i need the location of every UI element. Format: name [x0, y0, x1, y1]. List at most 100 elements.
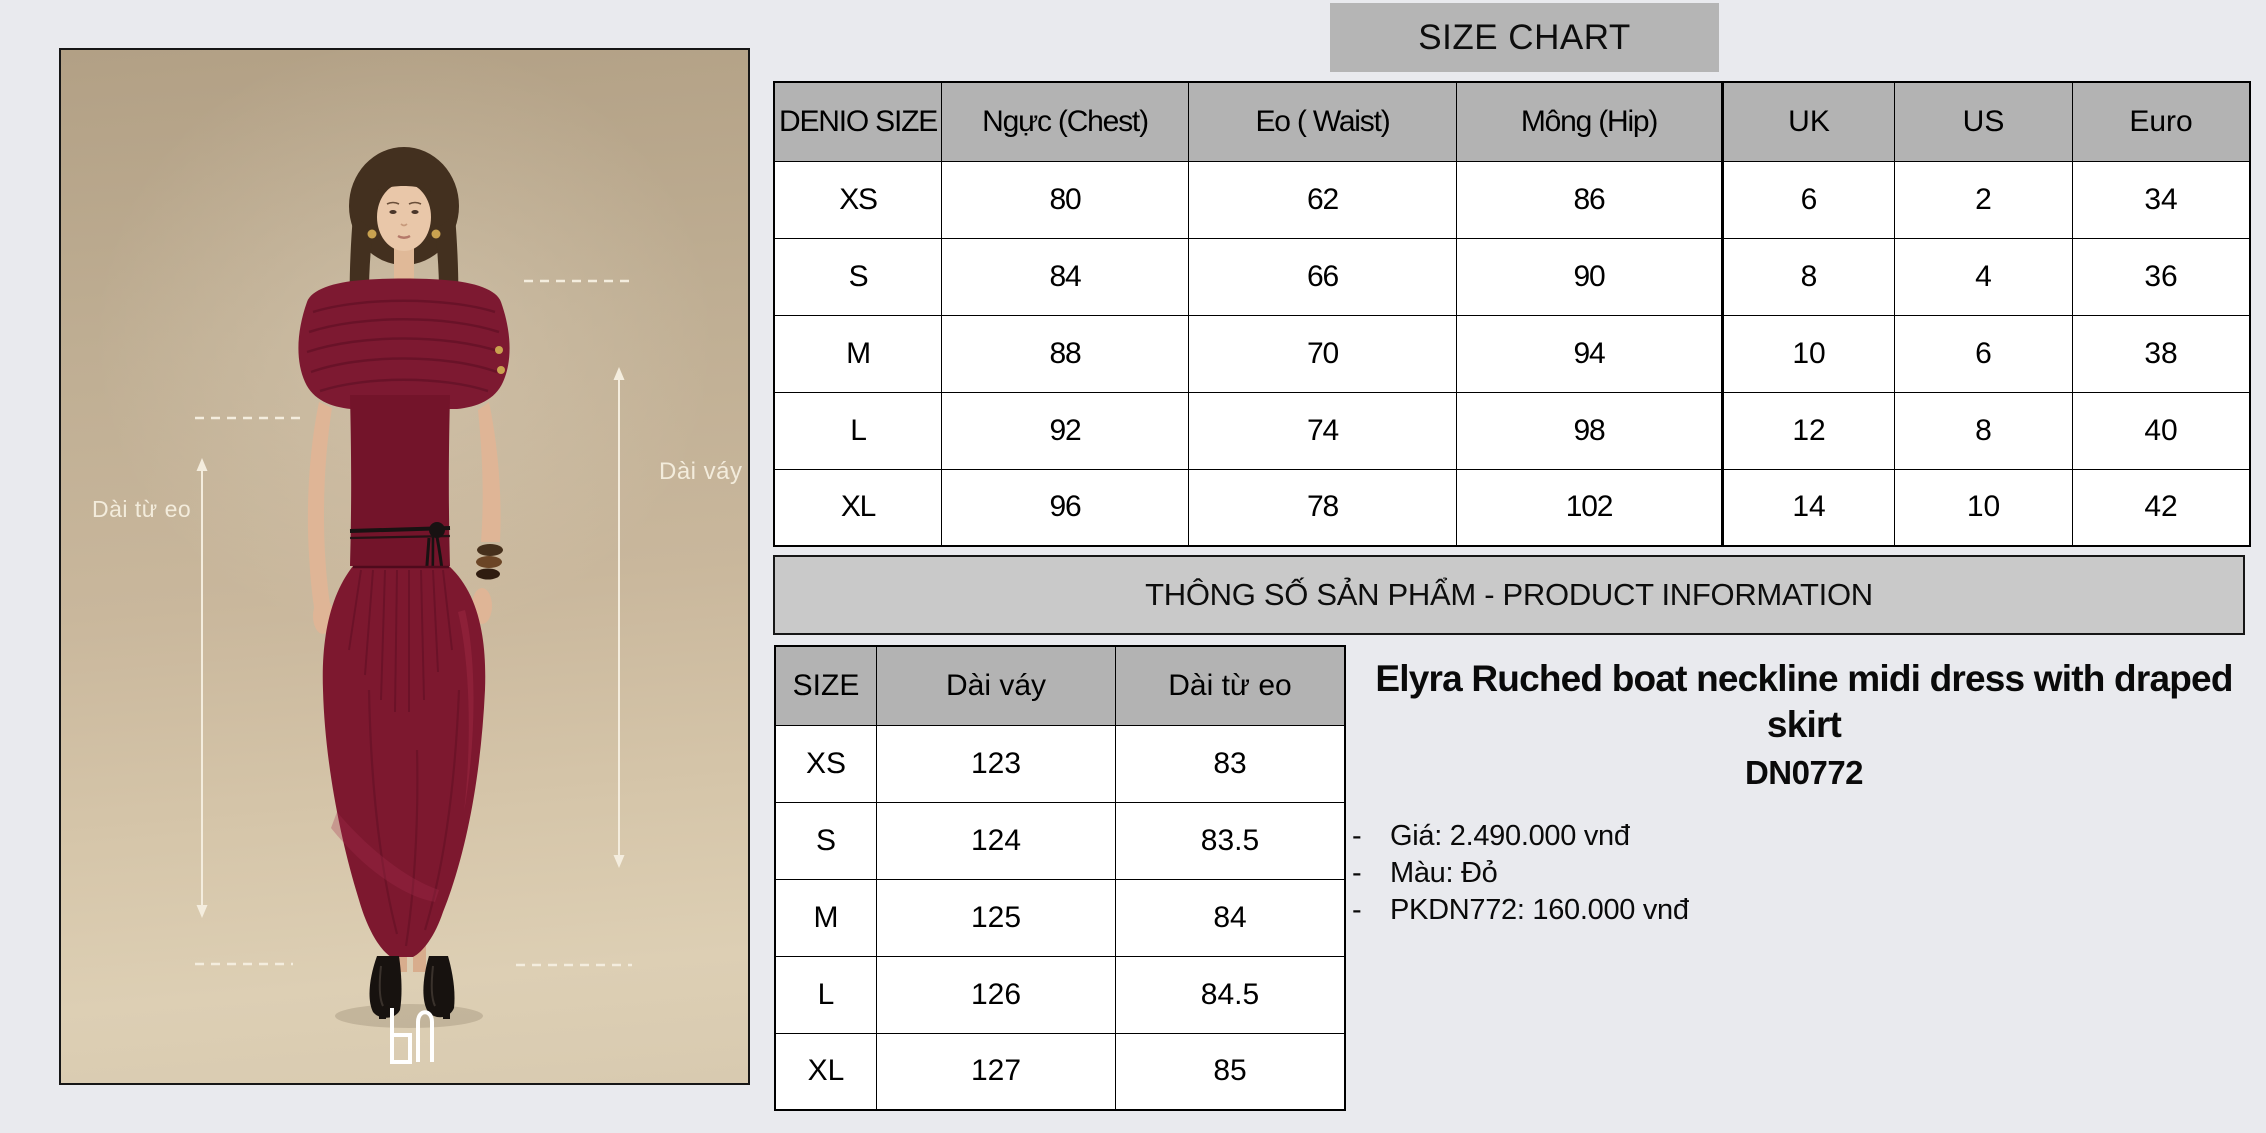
table-cell: 102 [1456, 468, 1723, 547]
skirt-folds [367, 689, 461, 947]
length-table: SIZE Dài váy Dài từ eo XS 123 83 S 124 83.5 M 125 8… [774, 645, 1346, 1111]
column-header: Eo ( Waist) [1188, 81, 1457, 162]
table-cell: XL [773, 468, 942, 547]
table-cell: 8 [1894, 391, 2073, 470]
shoulder-button2 [497, 366, 505, 374]
table-row: 8 4 36 [1722, 237, 2251, 316]
table-cell: XS [773, 160, 942, 239]
table-row: XL 96 78 102 [773, 468, 1723, 547]
column-header: UK [1722, 81, 1895, 162]
product-title-block: Elyra Ruched boat neckline midi dress wi… [1350, 656, 2258, 792]
table-cell: 94 [1456, 314, 1723, 393]
table-cell: 88 [941, 314, 1189, 393]
table-cell: 6 [1722, 160, 1895, 239]
table-row: S 84 66 90 [773, 237, 1723, 316]
table-row: 6 2 34 [1722, 160, 2251, 239]
table-cell: 84 [1115, 878, 1346, 957]
table-cell: 4 [1894, 237, 2073, 316]
table-row: L 126 84.5 [774, 955, 1346, 1034]
table-row: XS 80 62 86 [773, 160, 1723, 239]
table-cell: 80 [941, 160, 1189, 239]
list-dash: - [1352, 820, 1362, 852]
header-row: SIZE Dài váy Dài từ eo [774, 645, 1346, 726]
table-cell: 2 [1894, 160, 2073, 239]
dress-skirt [322, 566, 486, 957]
table-cell: 74 [1188, 391, 1457, 470]
detail-text: Màu: Đỏ [1390, 857, 1498, 889]
table-cell: 98 [1456, 391, 1723, 470]
table-cell: XS [774, 724, 877, 803]
product-detail-item: - PKDN772: 160.000 vnđ [1352, 895, 1689, 925]
product-title: Elyra Ruched boat neckline midi dress wi… [1375, 658, 2233, 745]
dashed-measure-lines [195, 279, 632, 967]
table-cell: 36 [2072, 237, 2251, 316]
table-row: 14 10 42 [1722, 468, 2251, 547]
shoulder-button [495, 346, 503, 354]
table-cell: 40 [2072, 391, 2251, 470]
table-cell: 78 [1188, 468, 1457, 547]
size-conversion-table: UK US Euro 6 2 34 8 4 36 10 6 38 12 8 40 14 10 42 [1722, 81, 2251, 547]
model-shoes [369, 956, 455, 1019]
dress [298, 278, 510, 957]
product-detail-item: - Giá: 2.490.000 vnđ [1352, 821, 1689, 851]
column-header: Ngực (Chest) [941, 81, 1189, 162]
table-cell: L [774, 955, 877, 1034]
column-header: Euro [2072, 81, 2251, 162]
table-cell: 10 [1894, 468, 2073, 547]
table-row: M 125 84 [774, 878, 1346, 957]
table-cell: 34 [2072, 160, 2251, 239]
table-row: L 92 74 98 [773, 391, 1723, 470]
earring-left [367, 229, 377, 239]
table-cell: 96 [941, 468, 1189, 547]
table-cell: M [773, 314, 942, 393]
column-header: Mông (Hip) [1456, 81, 1723, 162]
table-cell: 126 [876, 955, 1116, 1034]
table-cell: 62 [1188, 160, 1457, 239]
column-header: US [1894, 81, 2073, 162]
table-cell: 90 [1456, 237, 1723, 316]
bangle [476, 568, 500, 580]
detail-text: Giá: 2.490.000 vnđ [1390, 820, 1630, 852]
table-cell: 84 [941, 237, 1189, 316]
table-row: XS 123 83 [774, 724, 1346, 803]
product-sku: DN0772 [1744, 754, 1864, 791]
column-header: Dài từ eo [1115, 645, 1346, 726]
product-details-list: - Giá: 2.490.000 vnđ - Màu: Đỏ - PKDN772: 160… [1352, 821, 1689, 932]
table-cell: 14 [1722, 468, 1895, 547]
detail-text: PKDN772: 160.000 vnđ [1390, 894, 1689, 926]
table-cell: 92 [941, 391, 1189, 470]
table-cell: 123 [876, 724, 1116, 803]
skirt-pleats [348, 569, 453, 713]
table-cell: 84.5 [1115, 955, 1346, 1034]
size-chart-title: SIZE CHART [1330, 3, 1719, 72]
product-detail-item: - Màu: Đỏ [1352, 858, 1689, 888]
table-row: S 124 83.5 [774, 801, 1346, 880]
table-row: 12 8 40 [1722, 391, 2251, 470]
dress-bodice [350, 395, 450, 566]
bangle [477, 544, 503, 556]
table-cell: M [774, 878, 877, 957]
table-cell: 86 [1456, 160, 1723, 239]
brand-logo [390, 1008, 434, 1064]
dress-cowl [298, 278, 510, 409]
table-row: M 88 70 94 [773, 314, 1723, 393]
table-row: 10 6 38 [1722, 314, 2251, 393]
table-row: XL 127 85 [774, 1032, 1346, 1111]
floor-shadow [335, 1004, 483, 1028]
product-information-banner: THÔNG SỐ SẢN PHẨM - PRODUCT INFORMATION [773, 555, 2245, 635]
column-header: Dài váy [876, 645, 1116, 726]
table-cell: S [774, 801, 877, 880]
waist-length-label: Dài từ eo [92, 496, 192, 522]
table-cell: 12 [1722, 391, 1895, 470]
measure-arrow-lines [201, 375, 620, 910]
table-cell: 6 [1894, 314, 2073, 393]
column-header: DENIO SIZE [773, 81, 942, 162]
table-cell: 8 [1722, 237, 1895, 316]
measurements-table: DENIO SIZE Ngực (Chest) Eo ( Waist) Mông (H… [773, 81, 1723, 547]
header-row: UK US Euro [1722, 81, 2251, 162]
table-cell: 83.5 [1115, 801, 1346, 880]
table-cell: 70 [1188, 314, 1457, 393]
table-cell: 124 [876, 801, 1116, 880]
table-cell: 10 [1722, 314, 1895, 393]
